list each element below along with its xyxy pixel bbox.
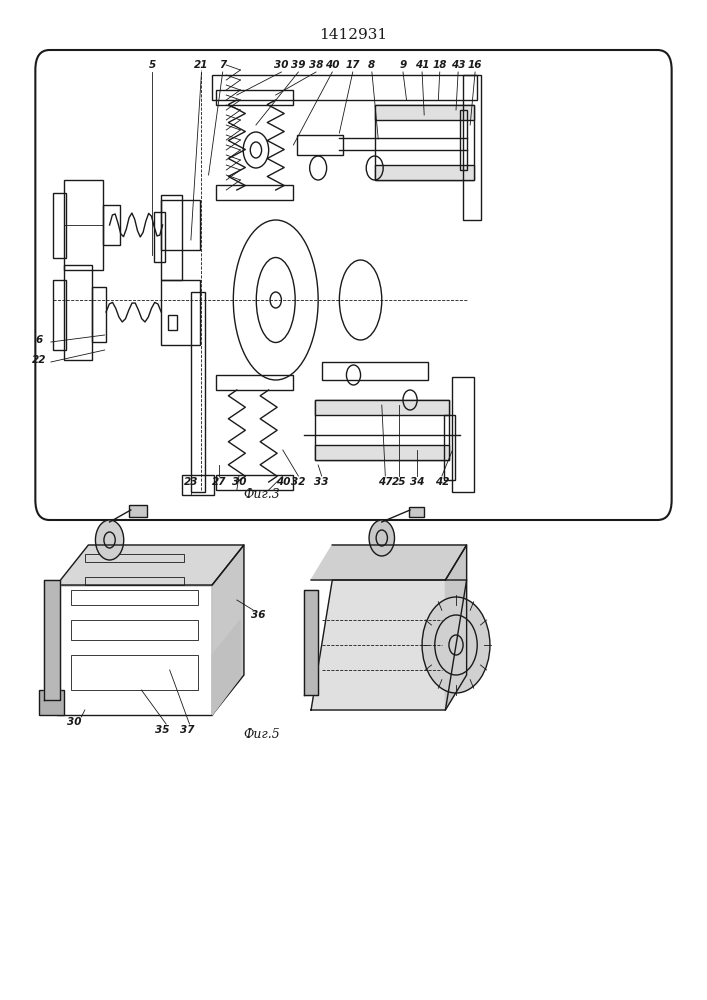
- Bar: [315, 400, 449, 415]
- Text: 41: 41: [415, 60, 429, 70]
- Bar: [216, 185, 293, 200]
- Bar: [71, 655, 198, 690]
- Bar: [216, 375, 293, 390]
- Bar: [103, 205, 120, 245]
- Bar: [212, 75, 477, 100]
- Bar: [297, 135, 343, 155]
- Polygon shape: [311, 580, 467, 710]
- Text: 25: 25: [392, 477, 407, 487]
- Bar: [71, 590, 198, 605]
- Polygon shape: [57, 545, 244, 585]
- Text: 21: 21: [194, 60, 209, 70]
- Text: 47: 47: [378, 477, 392, 487]
- Text: 33: 33: [315, 477, 329, 487]
- Text: 1412931: 1412931: [320, 28, 387, 42]
- Text: 40: 40: [325, 60, 339, 70]
- Text: 32: 32: [291, 477, 305, 487]
- Text: 22: 22: [32, 355, 46, 365]
- Text: 16: 16: [468, 60, 482, 70]
- Bar: [161, 280, 200, 345]
- Text: 43: 43: [451, 60, 465, 70]
- Circle shape: [369, 520, 395, 556]
- Bar: [168, 315, 177, 330]
- Bar: [53, 280, 66, 350]
- Polygon shape: [304, 590, 318, 695]
- Text: 18: 18: [433, 60, 447, 70]
- Bar: [92, 287, 106, 342]
- Text: 30: 30: [67, 717, 81, 727]
- Bar: [39, 690, 64, 715]
- Bar: [375, 105, 474, 120]
- Bar: [216, 90, 293, 105]
- Text: 30: 30: [274, 60, 288, 70]
- Circle shape: [422, 597, 490, 693]
- Bar: [315, 445, 449, 460]
- Bar: [463, 75, 481, 220]
- Text: 35: 35: [156, 725, 170, 735]
- Polygon shape: [212, 620, 240, 715]
- Circle shape: [95, 520, 124, 560]
- Bar: [409, 507, 424, 517]
- Text: 23: 23: [184, 477, 198, 487]
- Polygon shape: [212, 545, 244, 715]
- Bar: [216, 475, 293, 490]
- Text: 36: 36: [251, 610, 265, 620]
- Bar: [64, 265, 92, 360]
- Bar: [452, 377, 474, 492]
- Polygon shape: [44, 580, 60, 700]
- Bar: [191, 292, 205, 492]
- Bar: [71, 620, 198, 640]
- Polygon shape: [445, 545, 467, 710]
- Text: 8: 8: [368, 60, 375, 70]
- Text: 6: 6: [35, 335, 42, 345]
- Text: 38: 38: [309, 60, 323, 70]
- Bar: [85, 577, 184, 585]
- Text: 9: 9: [399, 60, 407, 70]
- Bar: [315, 400, 449, 460]
- Text: 5: 5: [148, 60, 156, 70]
- Bar: [375, 105, 474, 180]
- Bar: [161, 195, 182, 280]
- Bar: [64, 180, 103, 270]
- Text: 42: 42: [435, 477, 449, 487]
- Bar: [53, 193, 66, 258]
- Text: 37: 37: [180, 725, 194, 735]
- Polygon shape: [311, 545, 467, 580]
- Text: Фиг.5: Фиг.5: [243, 728, 280, 742]
- Text: 27: 27: [212, 477, 226, 487]
- Text: 39: 39: [291, 60, 305, 70]
- Bar: [154, 212, 165, 262]
- Text: Фиг.3: Фиг.3: [243, 488, 280, 502]
- Bar: [161, 200, 200, 250]
- Bar: [322, 362, 428, 380]
- Text: 30: 30: [232, 477, 246, 487]
- Bar: [129, 505, 147, 517]
- Bar: [444, 415, 455, 480]
- Bar: [460, 110, 467, 170]
- Text: 34: 34: [410, 477, 424, 487]
- Bar: [57, 585, 212, 715]
- Bar: [182, 475, 214, 495]
- Text: 7: 7: [219, 60, 226, 70]
- Bar: [375, 165, 474, 180]
- Text: 40: 40: [276, 477, 290, 487]
- Bar: [85, 554, 184, 562]
- Text: 17: 17: [346, 60, 360, 70]
